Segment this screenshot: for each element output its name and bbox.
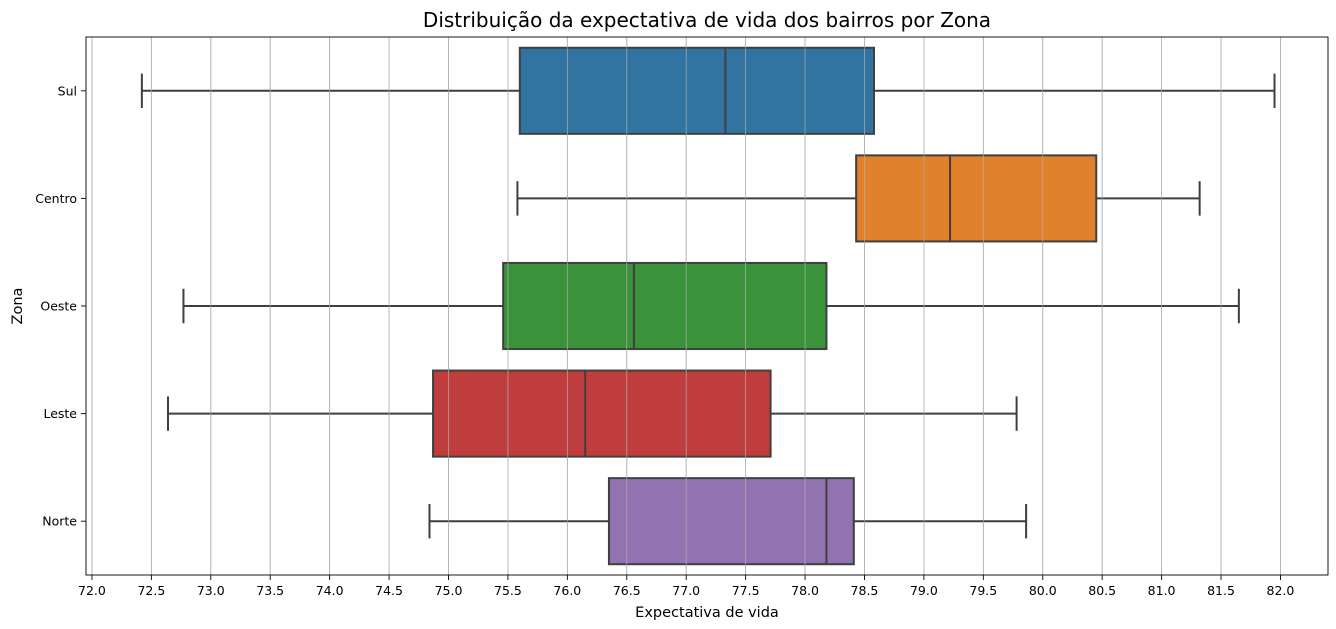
- x-tick-label: 81.0: [1148, 583, 1176, 598]
- x-tick-label: 81.5: [1207, 583, 1235, 598]
- box-leste: [167, 369, 1018, 458]
- iqr-box: [502, 261, 828, 351]
- x-tick-label: 73.0: [197, 583, 225, 598]
- x-tick-label: 72.5: [137, 583, 165, 598]
- x-tick-label: 76.5: [613, 583, 641, 598]
- y-tick-label: Sul: [58, 83, 77, 98]
- box-oeste: [182, 261, 1240, 351]
- x-tick-label: 79.0: [910, 583, 938, 598]
- x-tick-label: 77.5: [732, 583, 760, 598]
- y-tick-label: Oeste: [40, 299, 77, 314]
- x-tick-label: 74.5: [375, 583, 403, 598]
- iqr-box: [432, 369, 772, 458]
- box-centro: [516, 154, 1201, 243]
- chart-title: Distribuição da expectativa de vida dos …: [423, 8, 991, 32]
- x-tick-label: 75.5: [494, 583, 522, 598]
- x-tick-label: 74.0: [316, 583, 344, 598]
- x-tick-label: 78.0: [791, 583, 819, 598]
- y-axis-label: Zona: [10, 288, 26, 325]
- y-tick-label: Centro: [35, 191, 77, 206]
- iqr-box: [518, 46, 875, 135]
- x-tick-label: 80.5: [1088, 583, 1116, 598]
- iqr-box: [855, 154, 1098, 243]
- x-tick-label: 73.5: [256, 583, 284, 598]
- box-series: [140, 46, 1276, 566]
- x-tick-label: 75.0: [435, 583, 463, 598]
- box-sul: [140, 46, 1276, 135]
- x-tick-label: 78.5: [851, 583, 879, 598]
- x-grid-overlay: [91, 37, 1281, 575]
- y-tick-label: Leste: [43, 406, 77, 421]
- iqr-box: [607, 477, 855, 566]
- x-tick-label: 82.0: [1267, 583, 1295, 598]
- y-tick-label: Norte: [42, 514, 77, 529]
- x-tick-label: 76.0: [553, 583, 581, 598]
- x-tick-label: 72.0: [78, 583, 106, 598]
- axis-ticks: 72.0 72.5 73.0 73.5 74.0 74.5 75.0 75.5 76.0 76.5…: [35, 83, 1294, 598]
- x-tick-label: 79.5: [969, 583, 997, 598]
- x-tick-label: 80.0: [1029, 583, 1057, 598]
- box-norte: [428, 477, 1028, 566]
- x-tick-label: 77.0: [672, 583, 700, 598]
- x-axis-label: Expectativa de vida: [635, 605, 779, 621]
